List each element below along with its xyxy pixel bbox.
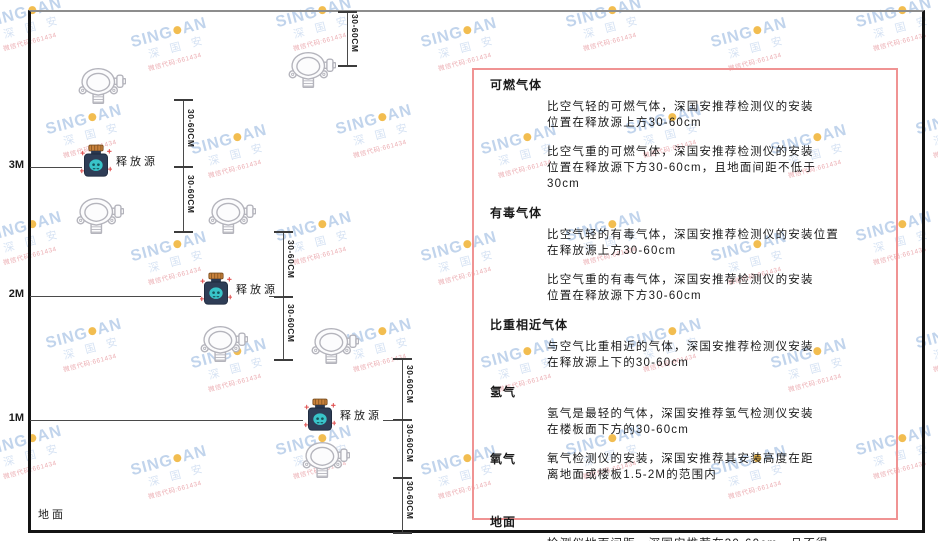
gas-detector-icon — [284, 48, 337, 97]
section-paragraph: 检测仪地面间距，深国安推荐在30-60cm，且不得 小于30cm，因为过低容易水… — [547, 536, 886, 541]
room-outline — [28, 10, 925, 533]
dimension-tick — [338, 11, 357, 13]
section-paragraph: 比空气重的有毒气体，深国安推荐检测仪的安装 位置在释放源下方30-60cm — [547, 274, 814, 302]
dimension-label: 30-60CM — [405, 424, 415, 463]
section-heading: 可燃气体 — [490, 78, 543, 92]
dimension-line — [402, 359, 403, 533]
meter-label: 1M — [8, 412, 24, 424]
gas-detector-icon — [298, 438, 351, 487]
section-hydrogen: 氢气 氢气是最轻的气体，深国安推荐氢气检测仪安装 在楼板面下方的30-60cm — [490, 384, 886, 438]
release-source-icon — [303, 398, 337, 431]
meter-line — [30, 167, 82, 168]
dimension-tick — [274, 296, 293, 298]
section-paragraph: 氢气是最轻的气体，深国安推荐氢气检测仪安装 在楼板面下方的30-60cm — [547, 408, 814, 436]
release-source-label: 释放源 — [116, 156, 158, 168]
dimension-tick — [338, 65, 357, 67]
section-ground: 地面 检测仪地面间距，深国安推荐在30-60cm，且不得 小于30cm，因为过低… — [490, 514, 886, 541]
meter-line — [30, 296, 201, 297]
connector-line — [269, 296, 283, 297]
dimension-label: 30-60CM — [186, 108, 196, 147]
section-heading: 比重相近气体 — [490, 318, 569, 332]
dimension-label: 30-60CM — [405, 364, 415, 403]
meter-label: 3M — [8, 159, 24, 171]
gas-detector-icon — [204, 194, 257, 243]
meter-line — [30, 420, 303, 421]
release-source-label: 释放源 — [236, 284, 278, 296]
section-heading: 地面 — [490, 515, 517, 529]
gas-detector-icon — [307, 324, 360, 373]
gas-detector-icon — [72, 194, 125, 243]
dimension-tick — [274, 359, 293, 361]
section-flammable-gas: 可燃气体 比空气轻的可燃气体，深国安推荐检测仪的安装 位置在释放源上方30-60… — [490, 77, 886, 192]
dimension-label: 30-60CM — [350, 14, 360, 53]
dimension-label: 30-60CM — [286, 303, 296, 342]
section-oxygen: 氧气 氧气检测仪的安装，深国安推荐其安装高度在距 离地面或楼板1.5-2M的范围… — [490, 451, 886, 496]
section-paragraph: 比空气轻的有毒气体，深国安推荐检测仪的安装位置 在释放源上方30-60cm — [547, 229, 840, 257]
gas-detector-icon — [74, 64, 127, 113]
section-paragraph: 与空气比重相近的气体，深国安推荐检测仪安装 在释放源上下的30-60cm — [547, 341, 814, 369]
dimension-tick — [393, 358, 412, 360]
dimension-tick — [393, 419, 412, 421]
gas-detector-icon — [196, 322, 249, 371]
section-similar-density-gas: 比重相近气体 与空气比重相近的气体，深国安推荐检测仪安装 在释放源上下的30-6… — [490, 317, 886, 371]
release-source: 释放源 — [303, 398, 379, 439]
section-toxic-gas: 有毒气体 比空气轻的有毒气体，深国安推荐检测仪的安装位置 在释放源上方30-60… — [490, 205, 886, 304]
dimension-label: 30-60CM — [186, 174, 196, 213]
meter-label: 2M — [8, 288, 24, 300]
dimension-label: 30-60CM — [286, 239, 296, 278]
dimension-tick — [174, 99, 193, 101]
section-paragraph: 比空气轻的可燃气体，深国安推荐检测仪的安装 位置在释放源上方30-60cm — [547, 101, 814, 129]
release-source-icon — [79, 144, 113, 177]
dimension-tick — [174, 231, 193, 233]
release-source-label: 释放源 — [340, 410, 382, 422]
section-heading: 有毒气体 — [490, 206, 543, 220]
section-paragraph: 比空气重的可燃气体，深国安推荐检测仪的安装 位置在释放源下方30-60cm，且地… — [547, 146, 817, 190]
section-paragraph: 氧气检测仪的安装，深国安推荐其安装高度在距 离地面或楼板1.5-2M的范围内 — [547, 453, 814, 481]
connector-line — [383, 420, 402, 421]
ground-label: 地面 — [38, 509, 66, 521]
release-source: 释放源 — [199, 272, 275, 313]
release-source: 释放源 — [79, 144, 155, 185]
dimension-tick — [274, 231, 293, 233]
dimension-tick — [393, 532, 412, 534]
dimension-label: 30-60CM — [405, 480, 415, 519]
section-heading: 氧气 — [490, 452, 517, 466]
dimension-tick — [174, 166, 193, 168]
installation-info-box: 可燃气体 比空气轻的可燃气体，深国安推荐检测仪的安装 位置在释放源上方30-60… — [472, 68, 898, 541]
section-heading: 氢气 — [490, 385, 517, 399]
dimension-tick — [393, 477, 412, 479]
dimension-line — [347, 12, 348, 66]
release-source-icon — [199, 272, 233, 305]
